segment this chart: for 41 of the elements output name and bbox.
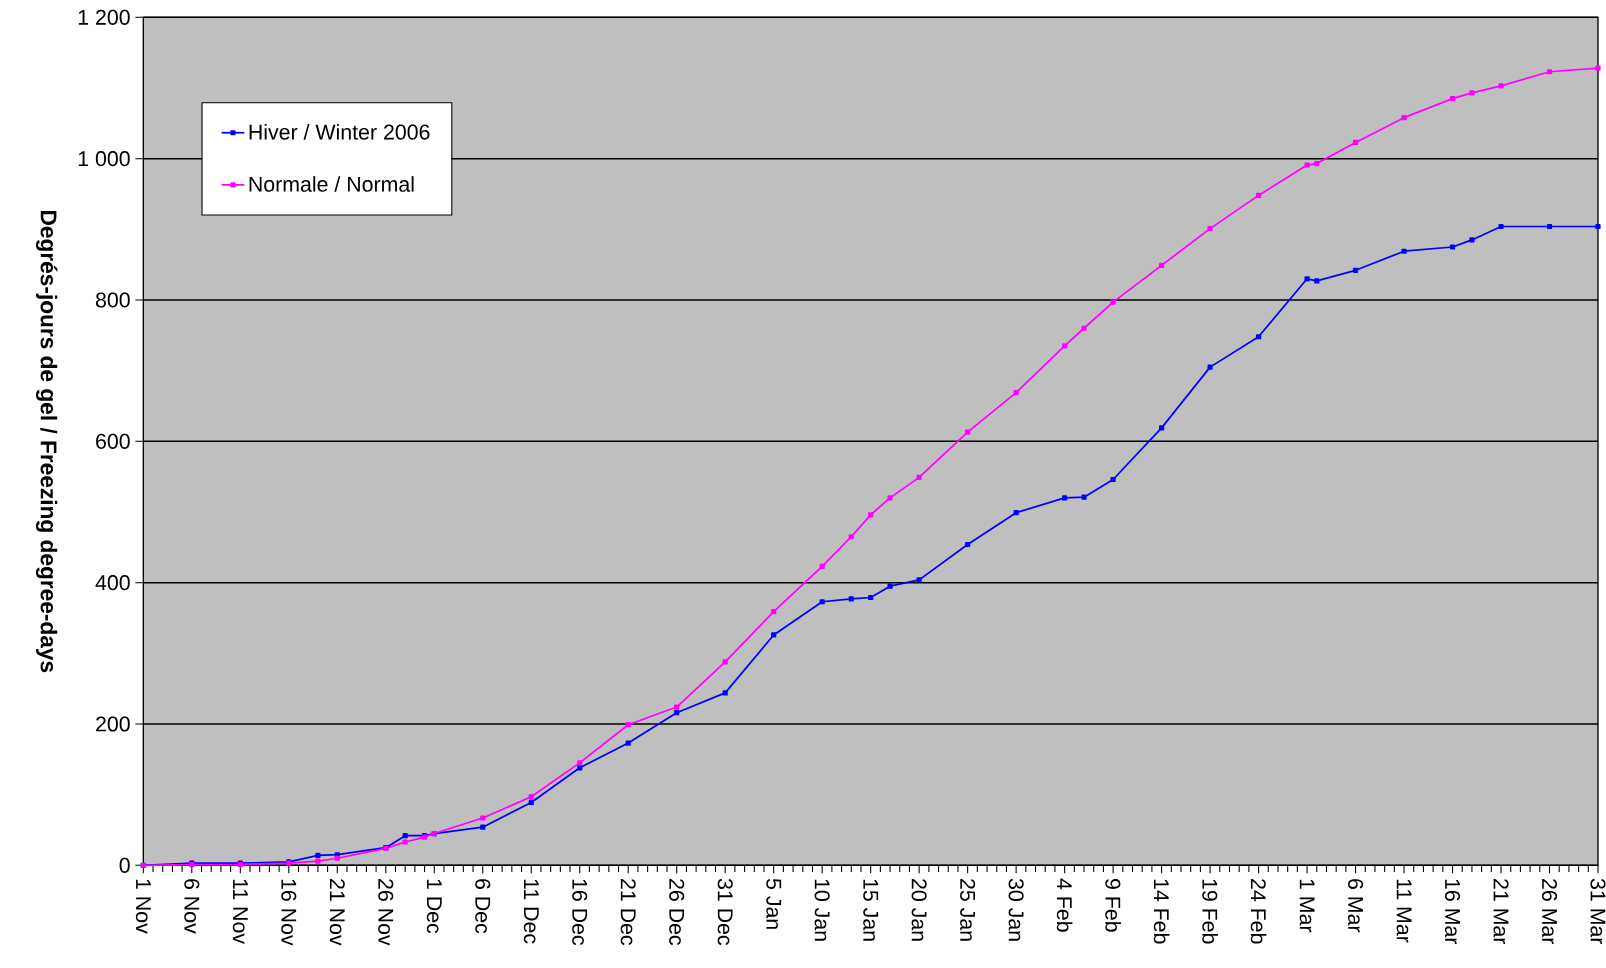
x-tick-label: 24 Feb [1250,879,1267,944]
y-tick-label: 200 [96,716,130,732]
x-tick-label: 15 Jan [863,879,879,941]
x-tick-label: 21 Dec [620,879,636,946]
x-tick-label: 31 Dec [717,878,733,946]
x-tick-label: 25 Jan [960,879,976,941]
x-tick-label: 26 Mar [1541,879,1558,945]
x-tick-label: 1 Nov [135,879,151,934]
x-tick-label: 10 Jan [814,879,830,941]
x-tick-label: 26 Nov [378,879,394,946]
x-tick-label: 19 Feb [1202,879,1218,944]
legend-label: Normale / Normal [249,176,414,192]
x-tick-label: 21 Mar [1493,879,1509,945]
x-tick-label: 30 Jan [1008,878,1024,941]
y-tick-label: 800 [95,292,130,308]
x-tick-label: 31 Mar [1590,878,1606,945]
x-tick-label: 6 Dec [475,879,491,934]
x-tick-label: 5 Jan [766,878,782,929]
x-tick-label: 9 Feb [1105,879,1121,932]
x-tick-label: 16 Nov [281,879,297,946]
y-tick-label: 0 [119,857,130,873]
x-tick-label: 11 Dec [523,879,539,944]
x-tick-label: 11 Nov [232,879,248,944]
legend-label: Hiver / Winter 2006 [249,124,430,140]
y-tick-label: 600 [96,433,130,449]
y-tick-label: 1 000 [78,151,130,167]
x-tick-label: 4 Feb [1056,878,1073,932]
x-tick-label: 26 Dec [669,879,685,946]
x-tick-label: 16 Dec [572,879,588,946]
x-tick-label: 21 Nov [329,879,345,946]
x-tick-label: 1 Dec [426,879,442,934]
x-tick-label: 1 Mar [1299,879,1315,933]
x-tick-label: 16 Mar [1444,879,1461,945]
y-tick-label: 400 [95,575,130,591]
y-tick-label: 1 200 [78,9,130,25]
x-tick-label: 14 Feb [1153,879,1170,944]
x-tick-label: 20 Jan [911,879,927,941]
x-tick-label: 11 Mar [1396,879,1412,943]
y-axis-title: Degrés-jours de gel / Freezing degree-days [35,211,58,673]
x-tick-label: 6 Mar [1348,879,1364,933]
x-tick-label: 6 Nov [184,879,200,934]
